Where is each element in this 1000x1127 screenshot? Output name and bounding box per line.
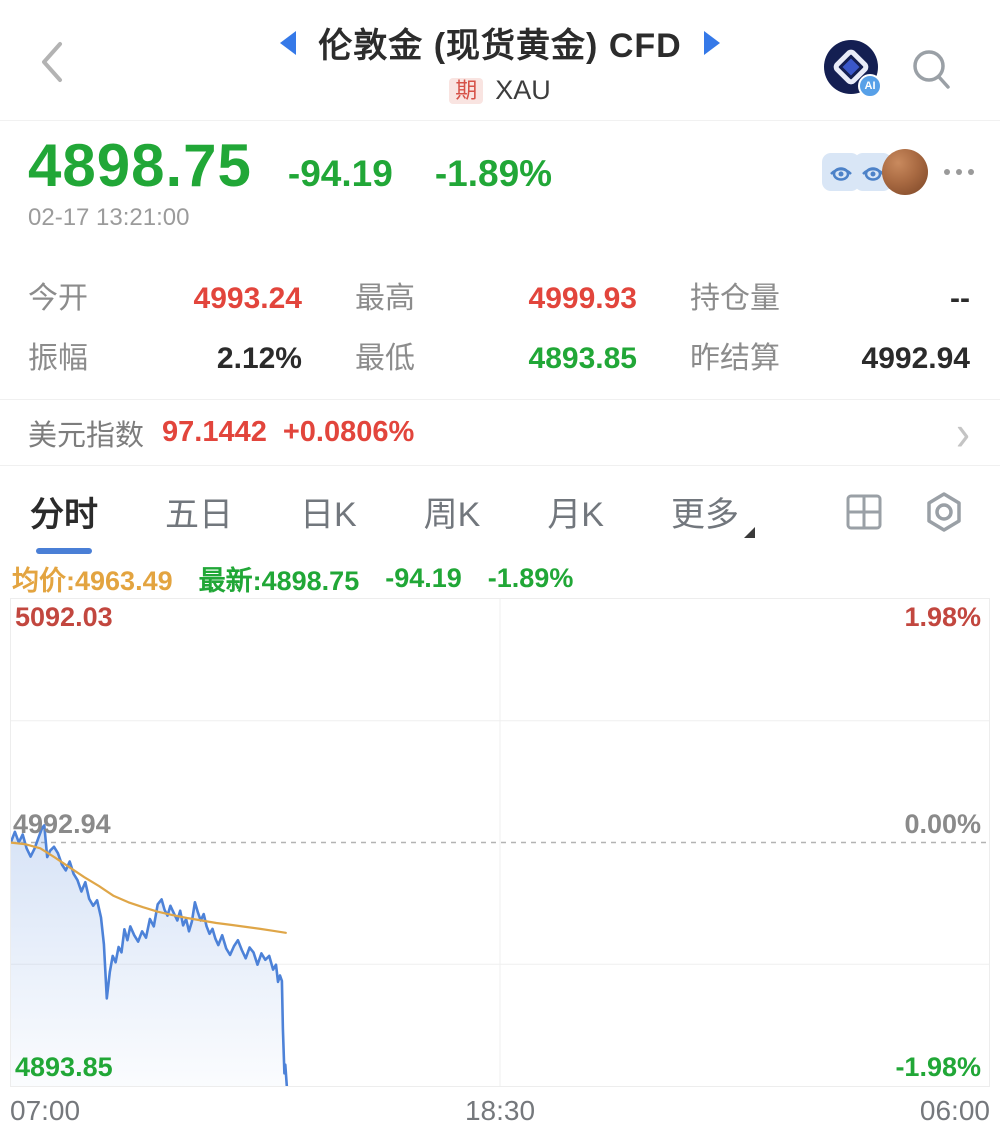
- stat-prev-settle: 昨结算 4992.94: [690, 342, 970, 375]
- intraday-chart-svg: [11, 599, 989, 1086]
- stat-amplitude: 振幅 2.12%: [28, 342, 302, 375]
- more-options-icon[interactable]: [944, 169, 974, 175]
- page-title: 伦敦金 (现货黄金) CFD: [318, 27, 682, 65]
- x-axis-middle: 18:30: [464, 1095, 536, 1126]
- x-axis-start: 07:00: [10, 1095, 81, 1126]
- header: 伦敦金 (现货黄金) CFD 期 XAU AI: [0, 0, 1000, 121]
- chart-legend: 均价:4963.49 最新:4898.75 -94.19 -1.89%: [0, 558, 1000, 598]
- y-axis-baseline-percent: 0.00%: [904, 808, 981, 839]
- search-icon[interactable]: [908, 46, 956, 99]
- stat-open-interest: 持仓量 --: [690, 282, 970, 315]
- stat-open: 今开 4993.24: [28, 282, 302, 315]
- tab-more[interactable]: 更多: [671, 487, 755, 538]
- watch-eye-icon[interactable]: [822, 153, 860, 191]
- next-symbol-arrow-icon[interactable]: [703, 30, 720, 55]
- ai-badge: AI: [858, 74, 882, 98]
- quote-timestamp: 02-17 13:21:00: [28, 204, 190, 231]
- back-button[interactable]: [34, 36, 70, 88]
- usd-index-row[interactable]: 美元指数 97.1442 +0.0806% ›: [0, 400, 1000, 466]
- prev-symbol-arrow-icon[interactable]: [280, 30, 297, 55]
- y-axis-max-price: 5092.03: [15, 602, 113, 632]
- y-axis-baseline-price: 4992.94: [13, 808, 111, 839]
- quote-section: 4898.75 -94.19 -1.89% 02-17 13:21:00: [0, 121, 1000, 255]
- usd-index-value: 97.1442: [162, 416, 267, 448]
- x-axis-end: 06:00: [919, 1095, 990, 1126]
- dropdown-caret-icon: [743, 526, 755, 538]
- usd-index-change: +0.0806%: [282, 416, 415, 448]
- ai-assistant-icon[interactable]: AI: [824, 40, 882, 98]
- usd-index-label: 美元指数: [28, 419, 145, 452]
- tab-minute[interactable]: 分时: [30, 487, 98, 538]
- average-price-legend: 均价:4963.49: [12, 565, 173, 596]
- last-percent-legend: -1.89%: [487, 562, 574, 593]
- last-price: 4898.75: [28, 132, 252, 199]
- grid-view-icon[interactable]: [844, 492, 884, 532]
- price-change: -94.19: [287, 153, 393, 194]
- tab-weekly-k[interactable]: 周K: [423, 495, 481, 534]
- intraday-chart[interactable]: 5092.03 1.98% 4992.94 0.00% 4893.85 -1.9…: [10, 598, 990, 1087]
- futures-badge: 期: [449, 77, 484, 104]
- stat-low: 最低 4893.85: [355, 342, 637, 375]
- settings-icon[interactable]: [922, 490, 966, 534]
- gold-coin-icon[interactable]: [882, 149, 928, 195]
- x-axis-labels: 07:00 18:30 06:00: [10, 1087, 990, 1127]
- symbol-code: XAU: [495, 75, 551, 105]
- last-change-legend: -94.19: [385, 562, 462, 593]
- last-price-legend: 最新:4898.75: [198, 565, 360, 596]
- chevron-right-icon: ›: [956, 403, 970, 461]
- y-axis-max-percent: 1.98%: [904, 602, 981, 632]
- tab-monthly-k[interactable]: 月K: [547, 495, 604, 534]
- stat-high: 最高 4999.93: [355, 282, 637, 315]
- stats-grid: 今开 4993.24 最高 4999.93 持仓量 -- 振幅 2.12% 最低…: [0, 255, 1000, 400]
- tab-daily-k[interactable]: 日K: [299, 495, 357, 534]
- chart-period-tabs: 分时 五日 日K 周K 月K 更多: [0, 466, 1000, 558]
- y-axis-min-price: 4893.85: [15, 1052, 113, 1082]
- y-axis-min-percent: -1.98%: [895, 1052, 981, 1082]
- tab-five-day[interactable]: 五日: [164, 495, 233, 534]
- price-change-percent: -1.89%: [434, 153, 553, 194]
